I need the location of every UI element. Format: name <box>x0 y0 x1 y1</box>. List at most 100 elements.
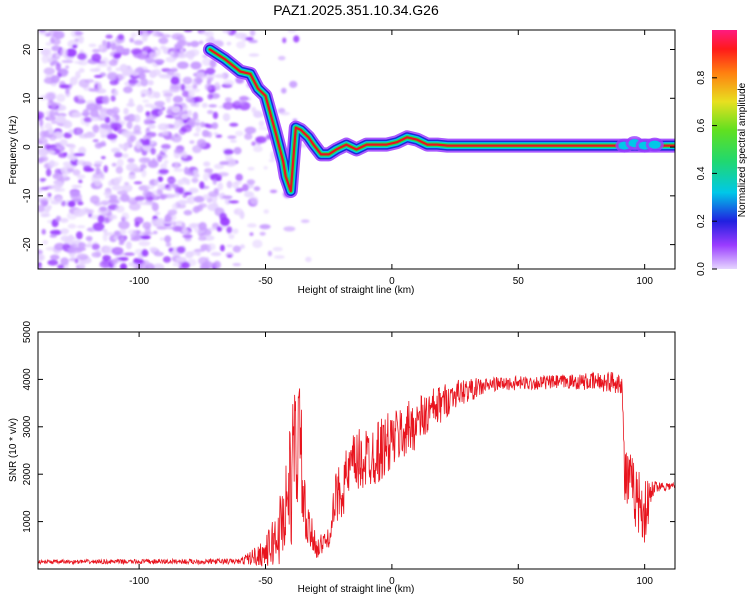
spectrogram-scatter-cell <box>39 118 44 127</box>
colorbar-tick-label: 0.8 <box>696 70 707 84</box>
spectrogram-scatter-cell <box>217 182 224 191</box>
spectrogram-scatter-cell <box>222 30 231 34</box>
spectrogram-scatter-cell <box>192 145 202 154</box>
spectrogram-scatter-cell <box>73 153 86 157</box>
spectrogram-scatter-cell <box>127 158 135 163</box>
spectrogram-scatter-cell <box>107 180 113 187</box>
spectrogram-scatter-cell <box>166 226 176 230</box>
spectrogram-scatter-cell <box>107 109 118 117</box>
spectrogram-scatter-cell <box>76 128 82 135</box>
spectrogram-scatter-cell <box>38 147 48 157</box>
snr-y-tick-label: 4000 <box>22 368 33 391</box>
spectrogram-scatter-cell <box>48 149 56 155</box>
spectrogram-scatter-cell <box>143 134 152 142</box>
spectrogram-x-tick-label: -100 <box>129 276 149 287</box>
spectrogram-scatter-cell <box>102 95 110 105</box>
spectrogram-scatter-cell <box>77 201 84 206</box>
spectrogram-scatter-cell <box>49 134 57 141</box>
spectrogram-scatter-cell <box>38 157 44 164</box>
spectrogram-scatter-cell <box>156 155 163 163</box>
spectrogram-scatter-cell <box>42 240 49 245</box>
spectrogram-scatter-cell <box>74 60 84 64</box>
spectrogram-scatter-cell <box>44 205 51 213</box>
spectrogram-scatter-cell <box>102 40 107 46</box>
spectrogram-x-label: Height of straight line (km) <box>298 285 415 296</box>
spectrogram-scatter-cell <box>43 49 49 56</box>
spectrogram-scatter-cell <box>85 131 95 139</box>
spectrogram-scatter-cell <box>222 79 235 87</box>
spectrogram-scatter-cell <box>147 160 159 169</box>
spectrogram-scatter-cell <box>104 116 111 124</box>
spectrogram-scatter-cell <box>140 235 151 240</box>
spectrogram-scatter-cell <box>130 165 141 173</box>
spectrogram-scatter-cell <box>239 210 245 220</box>
spectrogram-scatter-cell <box>258 120 265 127</box>
spectrogram-scatter-cell <box>45 41 52 46</box>
spectrogram-scatter-cell <box>251 141 256 147</box>
spectrogram-scatter-cell <box>86 103 99 111</box>
spectrogram-scatter-cell <box>165 56 176 63</box>
spectrogram-scatter-cell <box>190 40 200 48</box>
spectrogram-scatter-cell <box>181 90 190 98</box>
spectrogram-scatter-cell <box>219 212 227 221</box>
spectrogram-scatter-cell <box>234 130 244 137</box>
snr-y-label: SNR (10 * v/v) <box>8 418 19 482</box>
spectrogram-scatter-cell <box>98 44 104 51</box>
spectrogram-scatter-cell <box>120 193 130 203</box>
spectrogram-scatter-cell <box>113 177 121 186</box>
spectrogram-scatter-cell <box>54 196 63 204</box>
spectrogram-scatter-cell <box>59 48 68 57</box>
spectrogram-scatter-cell <box>77 52 87 61</box>
spectrogram-scatter-cell <box>153 59 165 64</box>
spectrogram-scatter-cell <box>83 108 90 118</box>
spectrogram-scatter-cell <box>158 73 171 79</box>
spectrogram-scatter-cell <box>214 73 226 79</box>
spectrogram-scatter-cell <box>171 202 179 211</box>
colorbar-gradient <box>712 30 737 269</box>
spectrogram-scatter-cell <box>184 237 192 242</box>
spectrogram-scatter-cell <box>181 113 189 120</box>
spectrogram-scatter-cell <box>44 122 53 130</box>
spectrogram-scatter-cell <box>272 246 283 252</box>
spectrogram-scatter-cell <box>124 66 134 76</box>
spectrogram-scatter-cell <box>113 235 118 240</box>
spectrogram-scatter-cell <box>253 110 263 118</box>
spectrogram-scatter-cell <box>110 214 118 220</box>
spectrogram-scatter-cell <box>223 148 234 155</box>
spectrogram-scatter-cell <box>176 203 187 209</box>
spectrogram-scatter-cell <box>110 258 118 265</box>
spectrogram-scatter-cell <box>151 202 159 212</box>
spectrogram-scatter-cell <box>142 231 154 236</box>
spectrogram-scatter-cell <box>133 114 138 121</box>
spectrogram-scatter-cell <box>84 79 95 83</box>
spectrogram-scatter-cell <box>118 220 130 230</box>
spectrogram-scatter-cell <box>280 111 291 116</box>
spectrogram-scatter-cell <box>180 83 186 91</box>
spectrogram-scatter-cell <box>115 114 120 122</box>
spectrogram-scatter-cell <box>144 57 155 64</box>
spectrogram-scatter-cell <box>219 244 225 252</box>
spectrogram-scatter-cell <box>263 166 268 170</box>
spectrogram-scatter-cell <box>106 65 112 72</box>
spectrogram-scatter-cell <box>162 130 169 136</box>
spectrogram-scatter-cell <box>50 101 58 109</box>
spectrogram-scatter-cell <box>147 80 154 86</box>
spectrogram-scatter-cell <box>159 237 165 241</box>
spectrogram-scatter-cell <box>157 176 164 183</box>
spectrogram-scatter-cell <box>55 168 60 178</box>
spectrogram-scatter-cell <box>101 57 109 66</box>
spectrogram-x-tick-label: -50 <box>258 276 273 287</box>
spectrogram-scatter-cell <box>55 217 61 222</box>
spectrogram-scatter-cell <box>160 45 167 50</box>
spectrogram-scatter-cell <box>59 139 68 146</box>
spectrogram-scatter-cell <box>208 227 217 231</box>
spectrogram-scatter-cell <box>128 174 136 180</box>
spectrogram-scatter-cell <box>49 234 58 238</box>
spectrogram-scatter-cell <box>164 235 172 243</box>
spectrogram-scatter-cell <box>235 187 244 193</box>
spectrogram-scatter-cell <box>180 124 192 133</box>
spectrogram-scatter-cell <box>216 226 223 232</box>
spectrogram-scatter-cell <box>144 138 151 147</box>
